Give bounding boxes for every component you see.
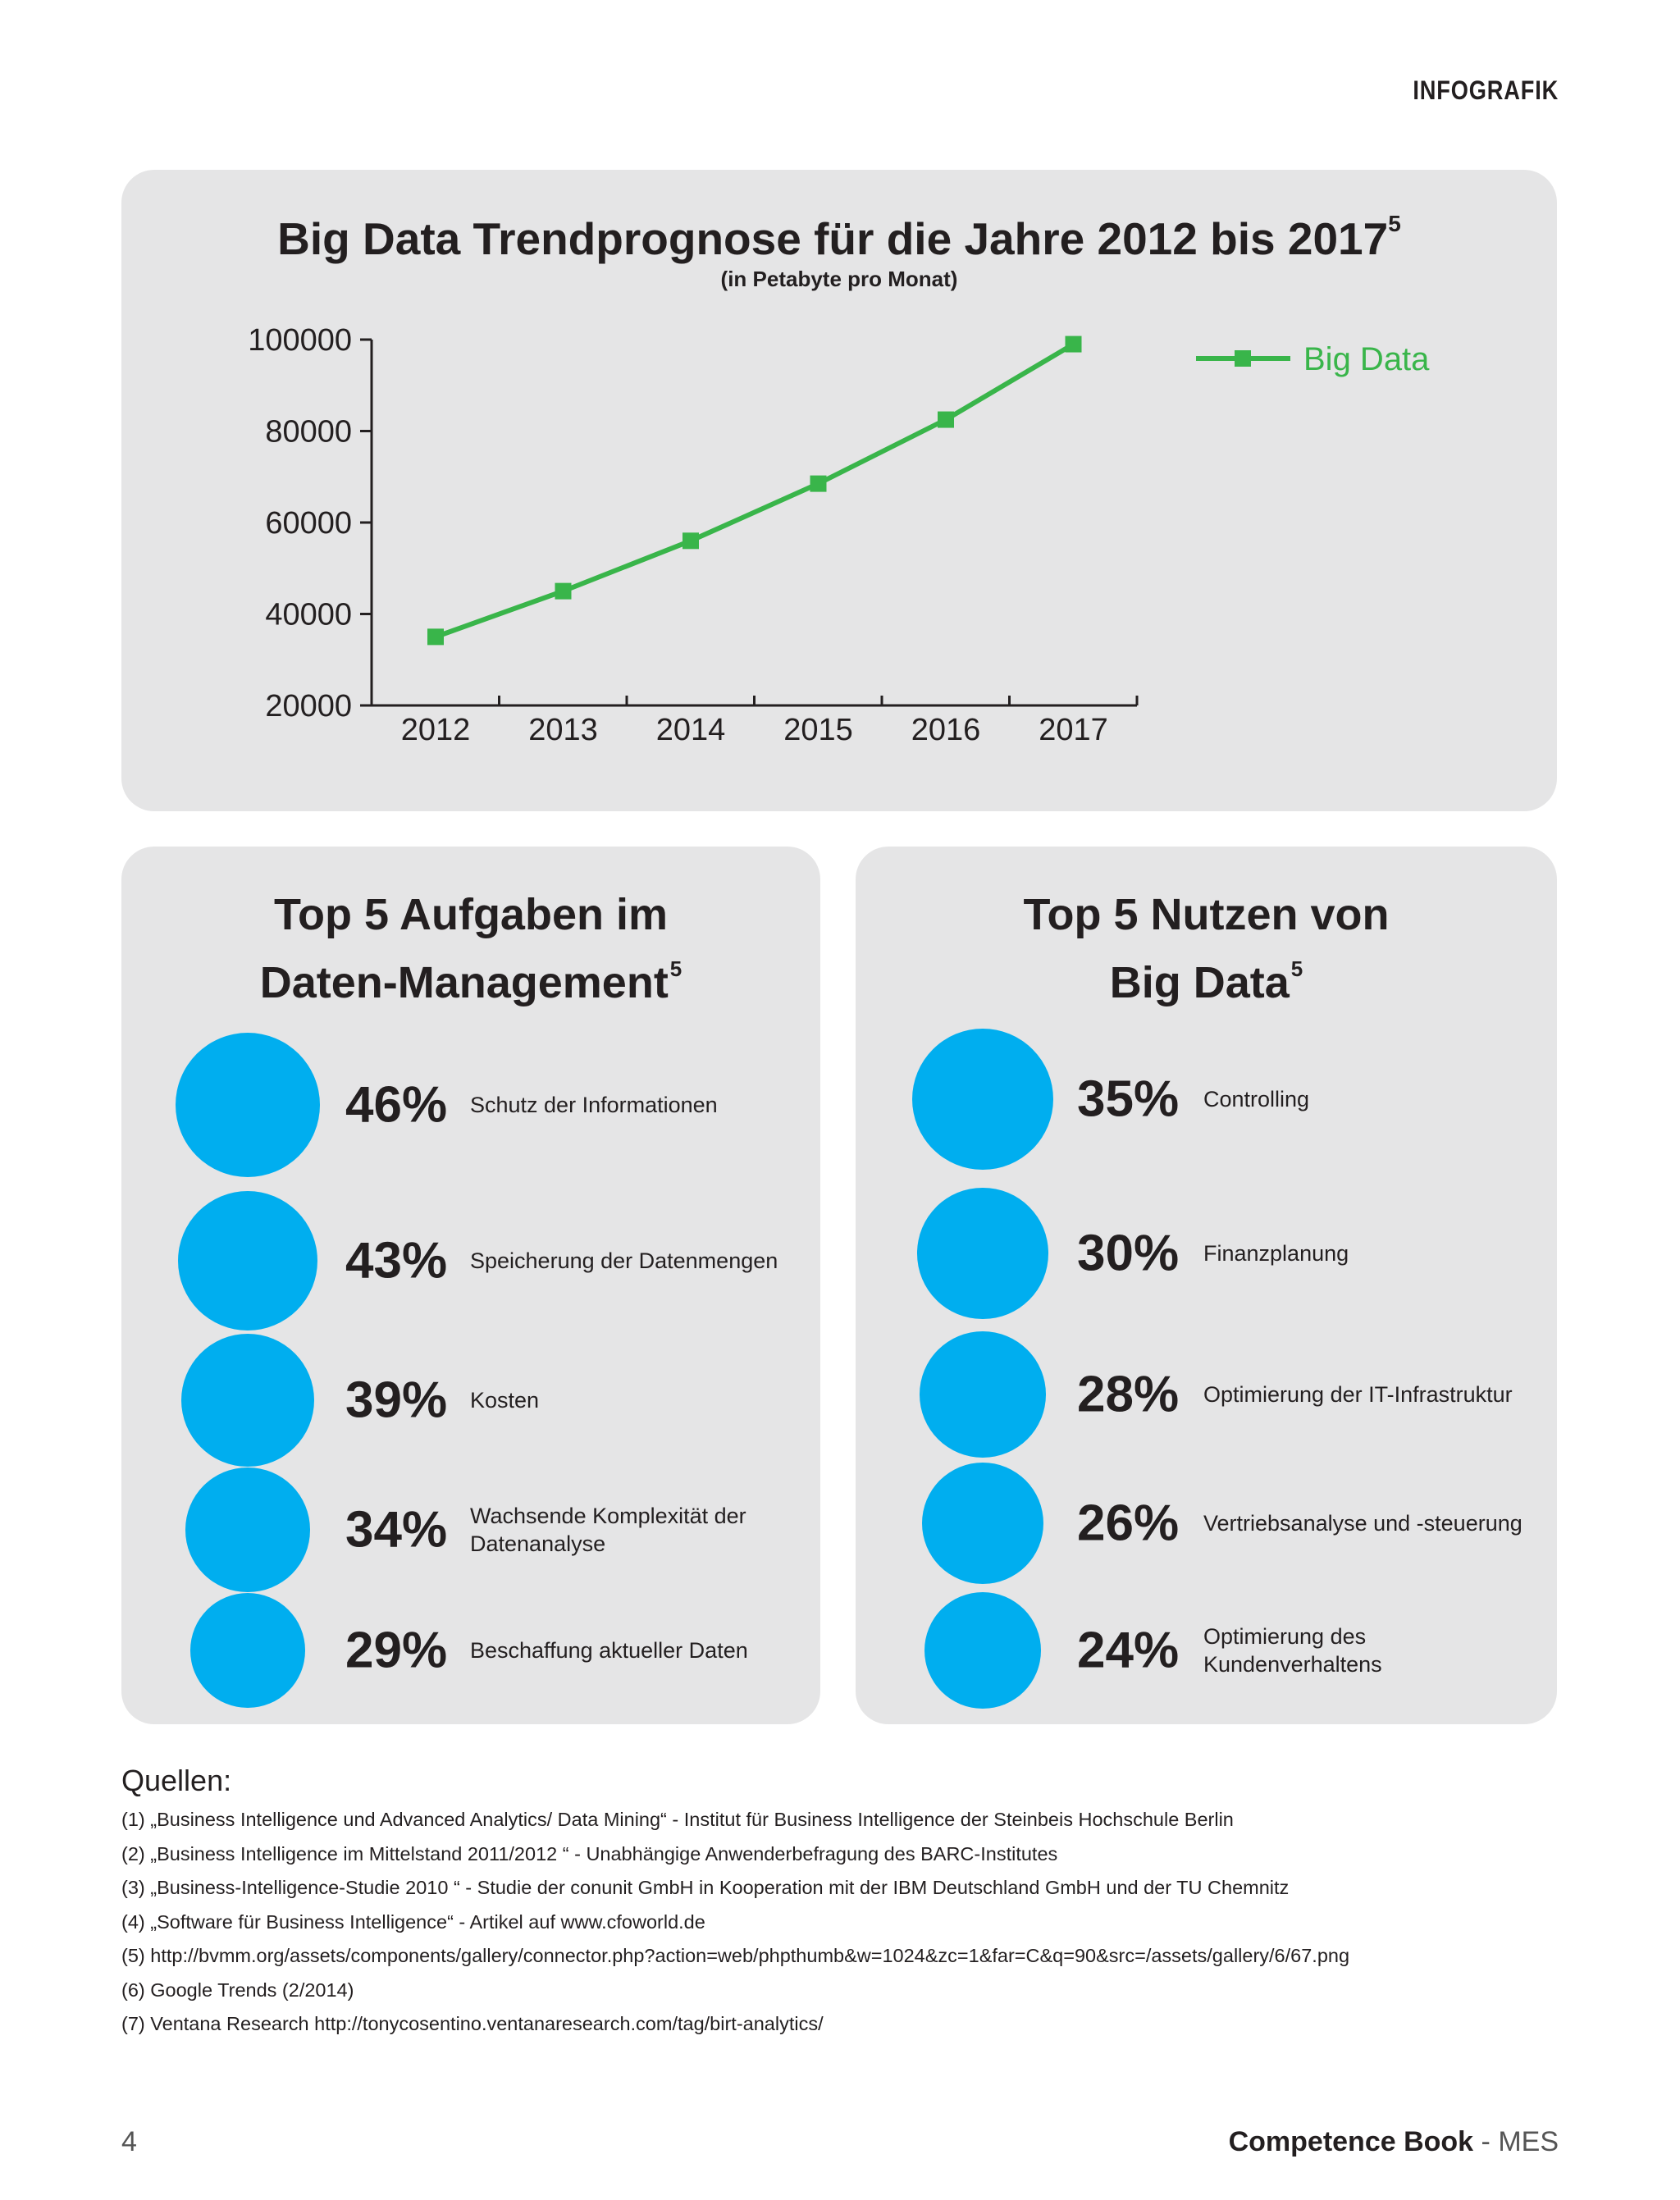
percentage-bubble bbox=[921, 1462, 1044, 1585]
book-title: Competence Book - MES bbox=[1229, 2126, 1559, 2158]
benefits-title-line2: Big Data bbox=[1109, 958, 1290, 1007]
legend-label: Big Data bbox=[1303, 341, 1430, 377]
percentage-value: 26% bbox=[1077, 1495, 1180, 1552]
x-tick-label: 2012 bbox=[401, 713, 471, 747]
series-line-big-data bbox=[434, 341, 1075, 640]
item-label: Optimierung des Kundenverhaltens bbox=[1203, 1624, 1382, 1677]
percentage-bubble bbox=[177, 1190, 318, 1331]
percentage-bubble bbox=[917, 1188, 1048, 1319]
source-citation: (7) Ventana Research http://tonycosentin… bbox=[121, 2013, 824, 2034]
data-point-marker bbox=[938, 411, 954, 428]
data-point-marker bbox=[427, 628, 444, 646]
chart-subtitle: (in Petabyte pro Monat) bbox=[720, 267, 958, 291]
benefits-title: Top 5 Nutzen von Big Data5 bbox=[856, 888, 1557, 1010]
percentage-bubble bbox=[180, 1333, 315, 1467]
source-citation: (3) „Business-Intelligence-Studie 2010 “… bbox=[121, 1877, 1290, 1898]
legend-marker bbox=[1235, 350, 1251, 367]
item-label: Controlling bbox=[1203, 1087, 1310, 1111]
y-tick-label: 80000 bbox=[265, 415, 352, 450]
percentage-bubble bbox=[185, 1467, 310, 1592]
item-label: Speicherung der Datenmengen bbox=[470, 1248, 778, 1273]
percentage-value: 24% bbox=[1077, 1622, 1180, 1679]
tasks-title-line1: Top 5 Aufgaben im bbox=[274, 890, 668, 939]
percentage-bubble bbox=[176, 1033, 320, 1177]
item-label: Finanzplanung bbox=[1203, 1241, 1349, 1266]
book-title-rest: MES bbox=[1498, 2126, 1559, 2157]
y-tick-label: 100000 bbox=[248, 323, 352, 358]
x-tick-label: 2015 bbox=[783, 713, 853, 747]
x-tick-label: 2017 bbox=[1039, 713, 1108, 747]
x-tick-label: 2016 bbox=[911, 713, 981, 747]
y-tick-label: 60000 bbox=[265, 506, 352, 541]
percentage-value: 34% bbox=[345, 1501, 448, 1559]
tasks-title-footnote: 5 bbox=[669, 956, 682, 981]
source-citation: (2) „Business Intelligence im Mittelstan… bbox=[121, 1842, 1058, 1865]
page-number: 4 bbox=[121, 2126, 137, 2157]
item-label: Optimierung der IT-Infrastruktur bbox=[1203, 1382, 1513, 1407]
y-tick-label: 40000 bbox=[265, 598, 352, 632]
source-citation: (5) http://bvmm.org/assets/components/ga… bbox=[121, 1945, 1350, 1966]
percentage-value: 39% bbox=[345, 1372, 448, 1429]
chart-title: Big Data Trendprognose für die Jahre 201… bbox=[277, 211, 1401, 264]
item-label: Kosten bbox=[470, 1388, 540, 1413]
line-chart: 20000 40000 60000 80000 100000 2012 2013 2014 20… bbox=[248, 323, 1430, 747]
chart-title-footnote: 5 bbox=[1388, 211, 1401, 236]
percentage-bubble bbox=[924, 1591, 1042, 1709]
percentage-value: 35% bbox=[1077, 1070, 1180, 1128]
percentage-value: 30% bbox=[1077, 1225, 1180, 1282]
trend-chart-panel: Big Data Trendprognose für die Jahre 201… bbox=[121, 170, 1557, 811]
item-label: Wachsende Komplexität der Datenanalyse bbox=[470, 1504, 746, 1556]
percentage-value: 29% bbox=[345, 1622, 448, 1679]
x-tick-label: 2013 bbox=[528, 713, 598, 747]
source-citation: (1) „Business Intelligence und Advanced … bbox=[121, 1809, 1234, 1830]
top5-benefits-panel: Top 5 Nutzen von Big Data5 35% Controllin… bbox=[856, 847, 1557, 1724]
source-citation: (4) „Software für Business Intelligence“… bbox=[121, 1910, 705, 1933]
percentage-value: 28% bbox=[1077, 1366, 1180, 1423]
book-title-separator: - bbox=[1473, 2126, 1499, 2157]
percentage-bubble bbox=[912, 1029, 1053, 1170]
item-label: Schutz der Informationen bbox=[470, 1093, 718, 1117]
data-point-marker bbox=[682, 532, 699, 550]
tasks-title: Top 5 Aufgaben im Daten-Management5 bbox=[121, 888, 820, 1010]
percentage-value: 43% bbox=[345, 1232, 448, 1289]
x-tick-label: 2014 bbox=[656, 713, 726, 747]
data-point-marker bbox=[810, 475, 827, 492]
book-title-bold: Competence Book bbox=[1228, 2126, 1474, 2157]
y-tick-label: 20000 bbox=[265, 689, 352, 723]
tasks-title-line2: Daten-Management bbox=[259, 958, 669, 1007]
sources-title: Quellen: bbox=[121, 1764, 232, 1797]
data-point-marker bbox=[555, 582, 572, 600]
section-label: INFOGRAFIK bbox=[1413, 75, 1559, 105]
item-label: Beschaffung aktueller Daten bbox=[470, 1638, 748, 1663]
benefits-title-line1: Top 5 Nutzen von bbox=[1023, 890, 1390, 939]
item-label: Vertriebsanalyse und -steuerung bbox=[1203, 1511, 1522, 1536]
source-citation: (6) Google Trends (2/2014) bbox=[121, 1979, 354, 2001]
percentage-bubble bbox=[920, 1331, 1046, 1458]
data-point-marker bbox=[1065, 335, 1082, 353]
percentage-bubble bbox=[190, 1593, 305, 1708]
percentage-value: 46% bbox=[345, 1076, 448, 1134]
benefits-title-footnote: 5 bbox=[1290, 956, 1303, 981]
top5-tasks-panel: Top 5 Aufgaben im Daten-Management5 46% S… bbox=[121, 847, 820, 1724]
